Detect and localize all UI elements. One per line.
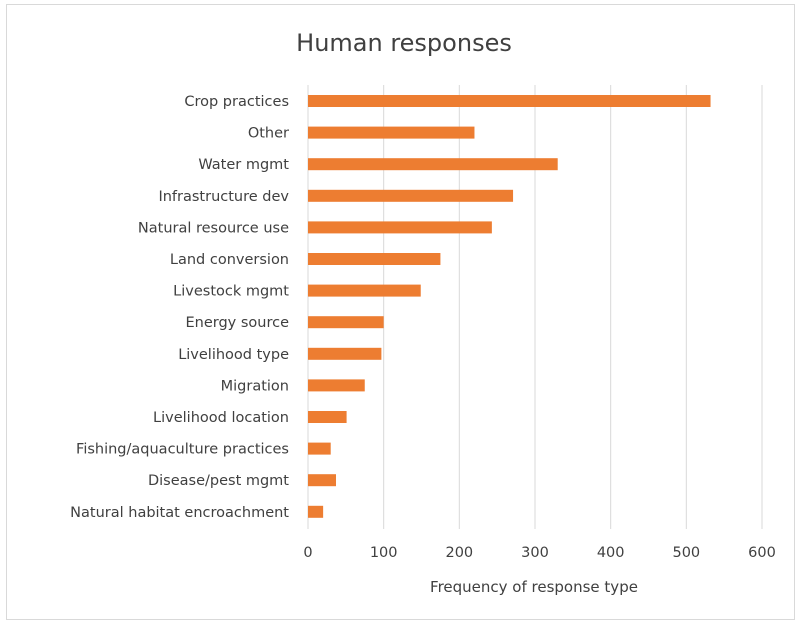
category-label: Disease/pest mgmt	[148, 473, 289, 489]
category-label: Livestock mgmt	[173, 284, 289, 300]
category-label: Livelihood location	[153, 410, 289, 426]
category-label: Fishing/aquaculture practices	[76, 442, 289, 458]
category-label: Energy source	[185, 315, 289, 331]
bar	[308, 253, 441, 265]
category-label: Migration	[221, 378, 289, 394]
bars	[308, 95, 711, 518]
category-label: Natural resource use	[138, 220, 289, 236]
category-label: Other	[248, 126, 289, 142]
bar	[308, 158, 558, 171]
bar	[308, 411, 347, 423]
bar	[308, 284, 421, 297]
category-label: Infrastructure dev	[158, 189, 289, 205]
bar	[308, 189, 514, 202]
bar	[308, 442, 331, 455]
bar	[308, 126, 475, 139]
x-tick-label: 200	[445, 545, 473, 561]
chart-panel: Human responses Crop practices Other Water…	[6, 4, 795, 620]
category-labels: Crop practices Other Water mgmt Infrastruct…	[70, 94, 289, 521]
bar	[308, 379, 365, 392]
category-label: Water mgmt	[198, 157, 289, 173]
x-tick-label: 100	[370, 545, 398, 561]
category-label: Crop practices	[184, 94, 289, 110]
x-tick-label: 600	[748, 545, 776, 561]
bar	[308, 221, 492, 234]
x-tick-label: 300	[521, 545, 549, 561]
bar-chart: Human responses Crop practices Other Water…	[70, 29, 776, 596]
category-label: Land conversion	[170, 252, 289, 268]
x-axis-title: Frequency of response type	[430, 578, 638, 596]
gridlines	[307, 85, 763, 529]
bar	[308, 347, 382, 360]
bar	[308, 474, 336, 487]
bar	[308, 95, 711, 107]
category-label: Livelihood type	[178, 347, 289, 363]
bar	[308, 316, 384, 329]
bar	[308, 505, 324, 518]
category-label: Natural habitat encroachment	[70, 505, 289, 521]
x-tick-label: 400	[597, 545, 625, 561]
x-tick-label: 0	[303, 545, 312, 561]
chart-title: Human responses	[296, 29, 512, 57]
x-tick-label: 500	[672, 545, 700, 561]
x-tick-labels: 0 100 200 300 400 500 600	[303, 545, 775, 561]
